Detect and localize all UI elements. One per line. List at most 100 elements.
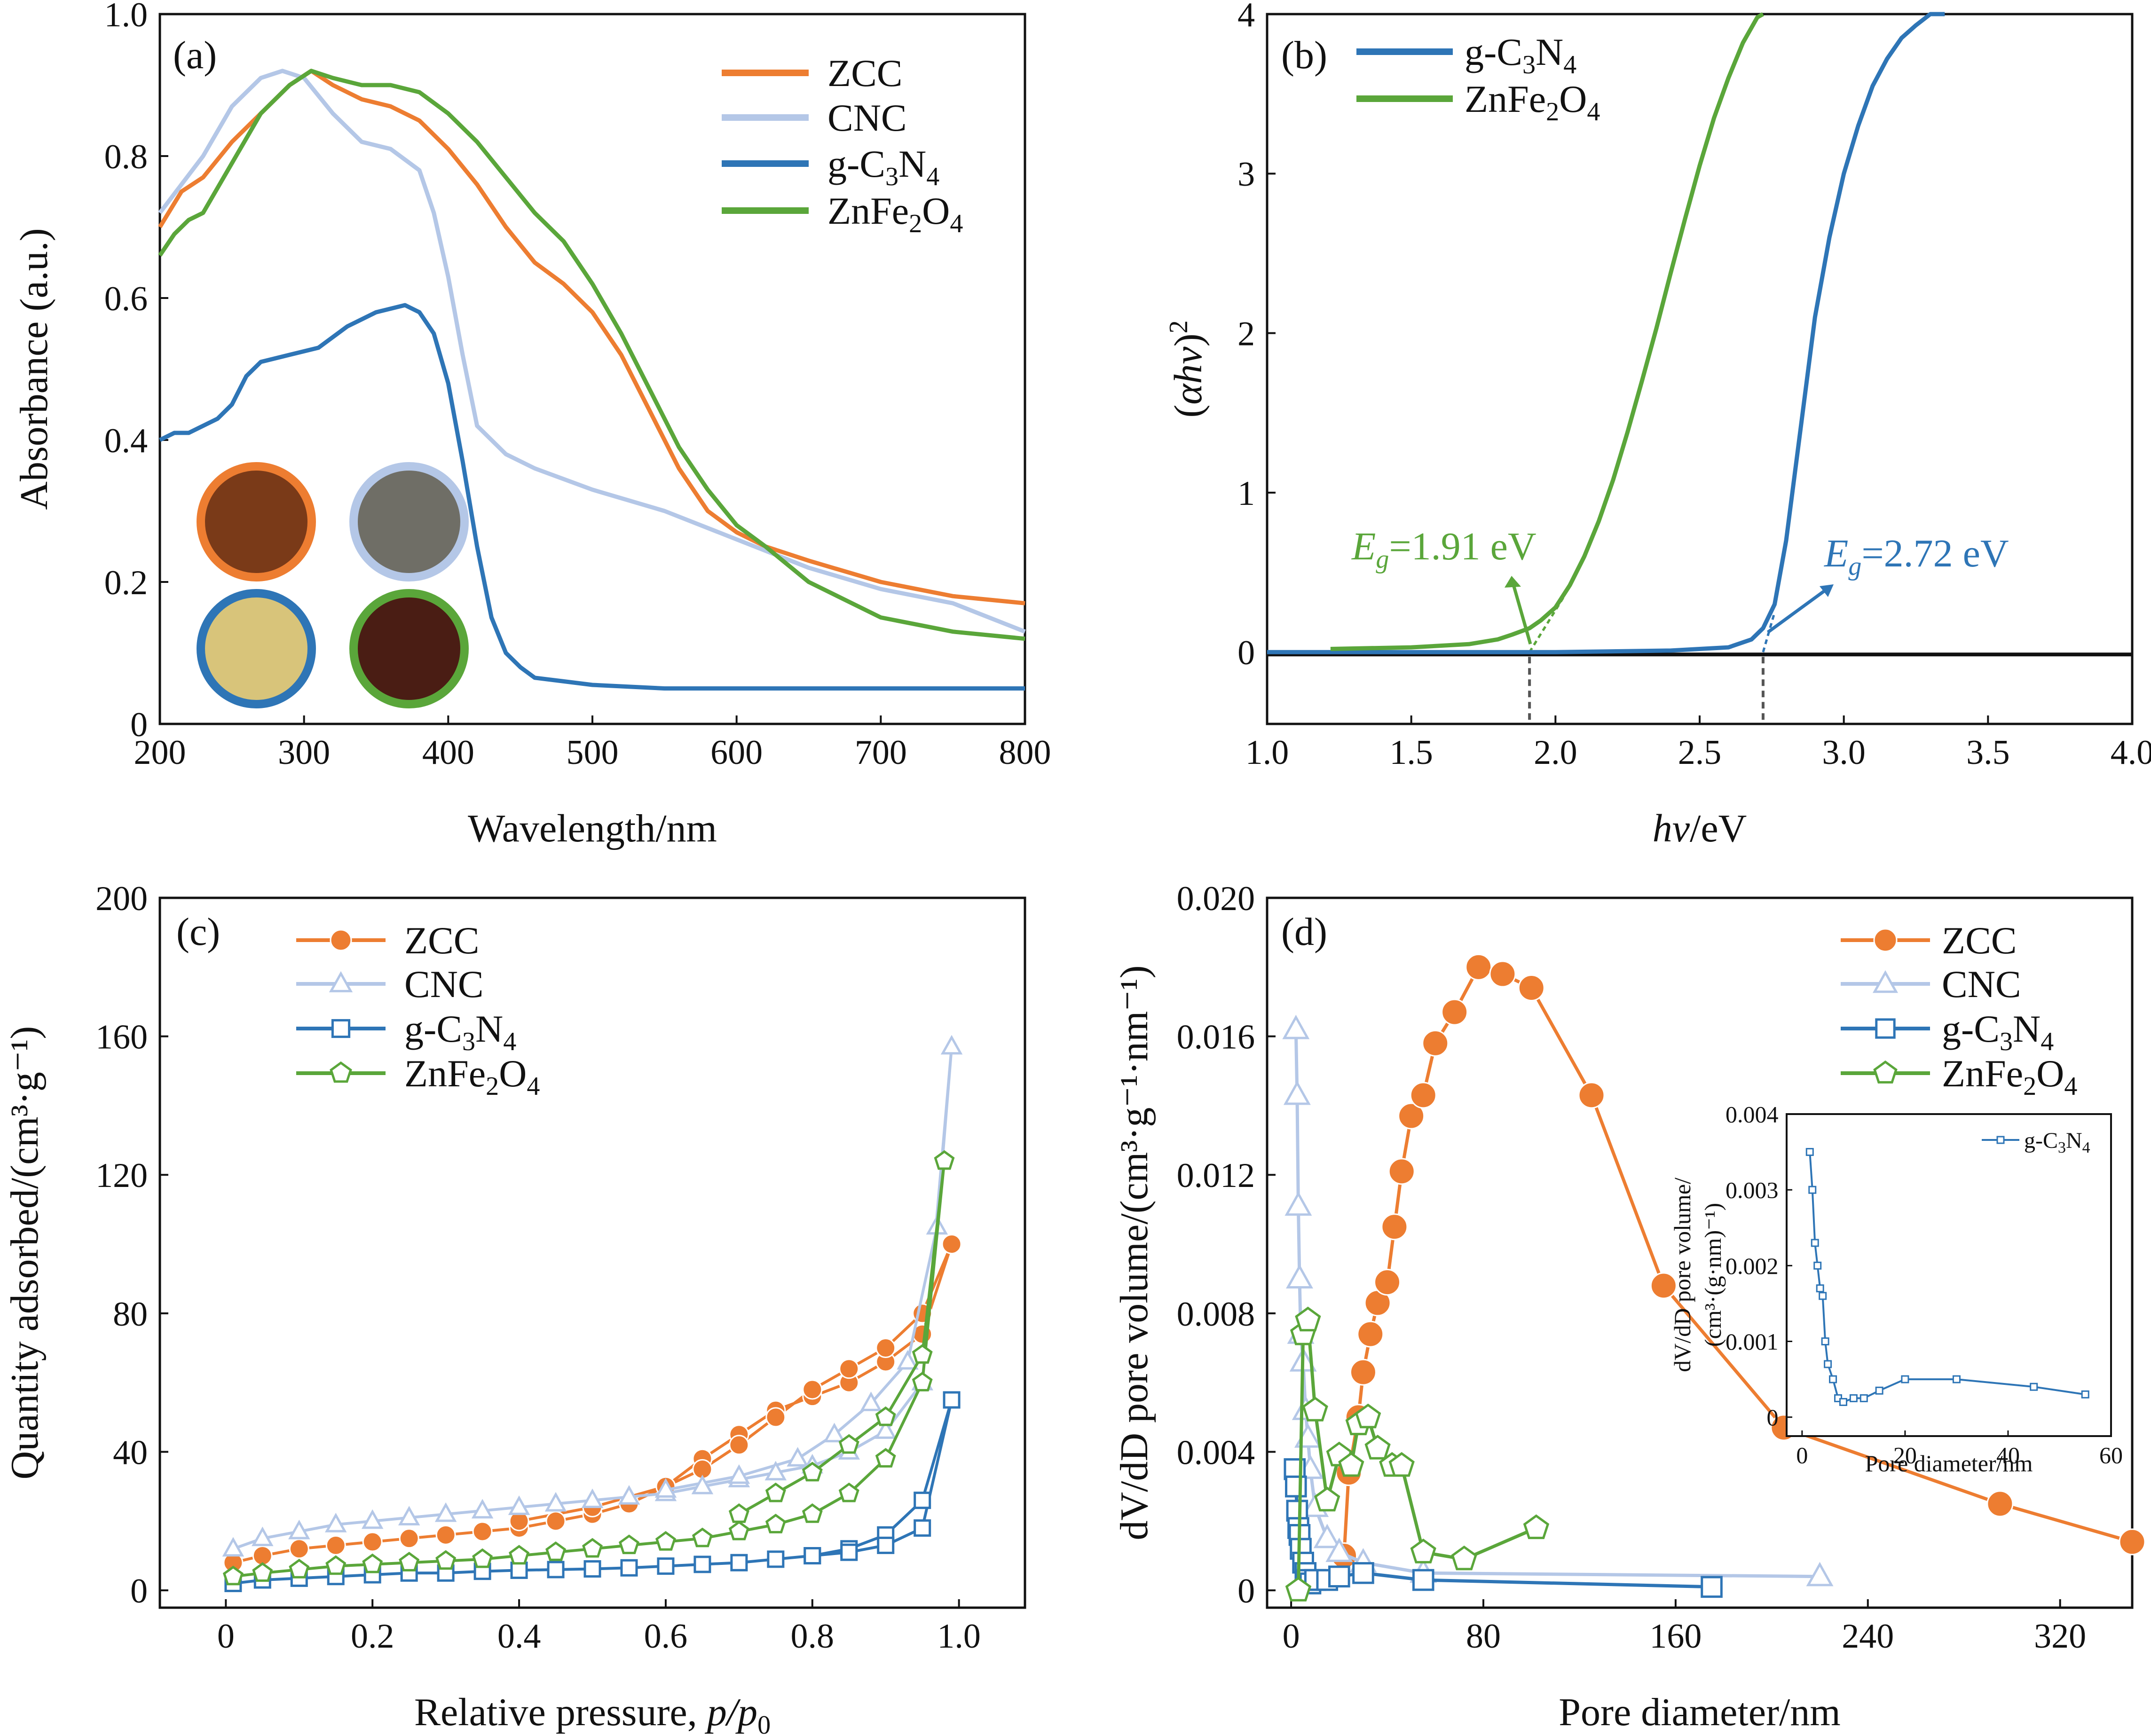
x-tick-label: 400 — [422, 733, 474, 772]
inset-xlabel: Pore diameter/nm — [1865, 1450, 2033, 1477]
x-tick-label: 600 — [710, 733, 763, 772]
data-point-gC3N4 — [730, 1554, 748, 1571]
y-tick-label: 0 — [1767, 1404, 1779, 1430]
y-tick-label: 0.4 — [104, 422, 148, 460]
data-point-gC3N4 — [767, 1550, 785, 1568]
data-point-CNC — [940, 1035, 963, 1055]
panel-b-ylabel: (αhν)2 — [1164, 320, 1210, 417]
inset-ylabel-line2: (cm³·(g·nm)⁻¹) — [1700, 1203, 1726, 1347]
data-point-gC3N4 — [1285, 1475, 1307, 1498]
y-tick-label: 120 — [95, 1156, 148, 1195]
panel-b-legend: g-C3N4 ZnFe2O4 — [1356, 31, 1600, 126]
panel-d-ticks: 0 80 160 240 320 0 0.004 0.008 0.012 0.016 0.020 — [1177, 880, 2087, 1656]
data-point-ZCC — [941, 1234, 962, 1255]
data-point-CNC — [544, 1492, 567, 1512]
panel-b-label: (b) — [1281, 33, 1327, 77]
panel-c-ticks: 0 0.2 0.4 0.6 0.8 1.0 0 40 80 120 160 200 — [95, 880, 981, 1656]
data-point-ZnFe2O4 — [838, 1482, 859, 1502]
x-tick-label: 0.2 — [351, 1617, 394, 1656]
x-tick-label: 0.6 — [644, 1617, 688, 1656]
data-point-ZnFe2O4 — [875, 1406, 896, 1426]
inset-series — [1805, 1148, 2089, 1406]
data-point-ZnFe2O4 — [838, 1434, 859, 1454]
legend-marker-ZnFe2O4 — [330, 1061, 352, 1083]
sample-photo-ZCC — [197, 462, 316, 581]
panel-b-bandgap-annotations: Eg=1.91 eV Eg=2.72 eV — [1351, 525, 2009, 644]
data-point-CNC — [875, 1419, 897, 1439]
data-point-gC3N4 — [583, 1560, 601, 1578]
series-line-ZnFe2O4 — [1330, 12, 1765, 651]
x-tick-label: 240 — [1842, 1617, 1894, 1656]
inset-data-point — [1875, 1386, 1883, 1395]
data-point-ZnFe2O4 — [1314, 1486, 1340, 1512]
x-tick-label: 40 — [1996, 1442, 2020, 1469]
panel-c-label: (c) — [176, 910, 220, 954]
inset-data-point — [1824, 1360, 1832, 1368]
panel-d-xlabel: Pore diameter/nm — [1559, 1690, 1840, 1734]
x-tick-label: 800 — [999, 733, 1051, 772]
y-tick-label: 200 — [95, 880, 148, 918]
data-point-ZnFe2O4 — [1388, 1452, 1415, 1477]
panel-a-ylabel: Absorbance (a.u.) — [12, 228, 56, 510]
legend-label-gC3N4: g-C3N4 — [1942, 1007, 2054, 1056]
y-tick-label: 0.2 — [104, 564, 148, 602]
y-tick-label: 0.008 — [1177, 1295, 1255, 1334]
inset-legend-marker — [1996, 1136, 2005, 1144]
x-tick-label: 0 — [1796, 1442, 1808, 1469]
legend-marker-gC3N4 — [331, 1019, 351, 1038]
data-point-ZCC — [325, 1535, 346, 1555]
data-point-ZCC — [1578, 1082, 1605, 1109]
data-point-ZnFe2O4 — [728, 1520, 749, 1540]
inset-data-point — [1829, 1375, 1837, 1383]
x-tick-label: 0 — [1283, 1617, 1300, 1656]
data-point-ZnFe2O4 — [325, 1555, 347, 1575]
data-point-ZnFe2O4 — [912, 1344, 933, 1364]
data-point-gC3N4 — [657, 1557, 675, 1575]
data-point-gC3N4 — [943, 1391, 961, 1409]
panel-b-ticks: 1.0 1.5 2.0 2.5 3.0 3.5 4.0 0 1 2 3 4 — [1237, 0, 2151, 772]
data-point-CNC — [434, 1502, 457, 1522]
data-point-ZCC — [1986, 1490, 2014, 1517]
data-point-ZnFe2O4 — [399, 1552, 420, 1571]
panel-b-series — [1267, 12, 1945, 654]
y-tick-label: 0.8 — [104, 138, 148, 176]
inset-data-point — [1952, 1375, 1961, 1383]
panel-a-sample-photos — [197, 462, 469, 708]
data-point-ZnFe2O4 — [802, 1461, 823, 1482]
y-tick-label: 4 — [1237, 0, 1255, 34]
data-point-ZnFe2O4 — [1410, 1539, 1436, 1563]
inset-data-point — [1816, 1284, 1824, 1293]
x-tick-label: 1.0 — [937, 1617, 981, 1656]
series-line-ZnFe2O4 — [158, 69, 1025, 641]
inset-data-point — [1811, 1239, 1819, 1247]
x-tick-label: 300 — [278, 733, 330, 772]
x-tick-label: 0.8 — [791, 1617, 835, 1656]
x-tick-label: 20 — [1893, 1442, 1917, 1469]
data-point-CNC — [222, 1537, 244, 1557]
data-point-ZnFe2O4 — [435, 1550, 457, 1570]
data-point-ZCC — [839, 1359, 859, 1379]
data-point-CNC — [860, 1391, 882, 1411]
data-point-gC3N4 — [804, 1547, 821, 1565]
x-tick-label: 80 — [1466, 1617, 1501, 1656]
x-tick-label: 0.4 — [497, 1617, 541, 1656]
data-point-CNC — [1806, 1562, 1834, 1587]
data-point-CNC — [691, 1475, 714, 1494]
data-point-ZCC — [545, 1511, 566, 1532]
data-point-ZnFe2O4 — [1285, 1577, 1312, 1602]
panel-b-tauc-plot: 1.0 1.5 2.0 2.5 3.0 3.5 4.0 0 1 2 3 4 (b) hν/eV (αh… — [1164, 0, 2151, 850]
data-point-ZnFe2O4 — [289, 1558, 310, 1579]
panel-c-xlabel: Relative pressure, p/p0 — [414, 1690, 771, 1736]
y-tick-label: 0 — [1237, 634, 1255, 672]
legend-marker-gC3N4 — [1875, 1018, 1896, 1039]
data-point-ZnFe2O4 — [545, 1541, 567, 1561]
y-tick-label: 0.020 — [1177, 880, 1255, 918]
data-point-CNC — [654, 1478, 677, 1498]
data-point-ZCC — [399, 1528, 419, 1549]
panel-a-absorbance-chart: 200 300 400 500 600 700 800 0 0.2 0.4 0.6 0.8 1.0 (a… — [12, 0, 1051, 850]
sample-photo-ZnFe2O4 — [349, 589, 469, 708]
panel-b-xlabel: hν/eV — [1653, 807, 1747, 850]
data-point-CNC — [1286, 1264, 1313, 1288]
y-tick-label: 1 — [1237, 474, 1255, 513]
